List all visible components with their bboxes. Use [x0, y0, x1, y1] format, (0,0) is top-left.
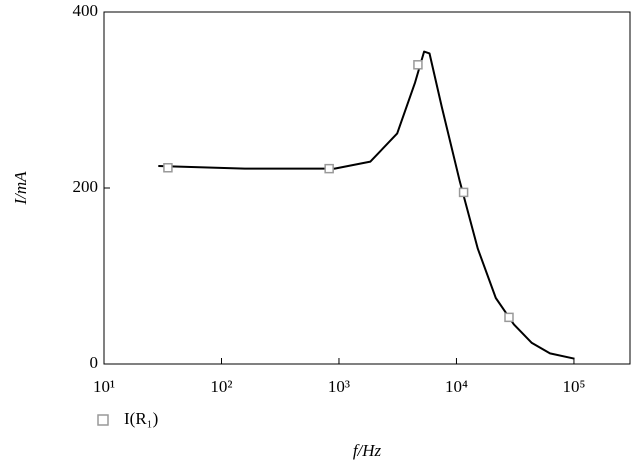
marker	[458, 187, 469, 198]
x-tick-label: 10²	[210, 377, 232, 396]
x-tick-label: 10³	[328, 377, 350, 396]
marker	[504, 312, 514, 323]
plot-frame	[103, 11, 631, 365]
y-tick-label: 400	[73, 1, 99, 20]
marker	[163, 163, 173, 173]
y-tick-label: 200	[73, 177, 99, 196]
x-axis-label: f/Hz	[353, 441, 382, 460]
x-tick-label: 10⁴	[445, 377, 468, 396]
y-tick-label: 0	[90, 353, 99, 372]
curve	[158, 50, 575, 360]
marker	[413, 60, 423, 70]
legend-marker	[97, 414, 109, 426]
legend-label: I(R₁)	[124, 409, 158, 428]
y-axis-label: I/mA	[11, 171, 30, 206]
x-tick-label: 10¹	[93, 377, 115, 396]
x-tick-label: 10⁵	[562, 377, 585, 396]
marker	[324, 163, 334, 174]
